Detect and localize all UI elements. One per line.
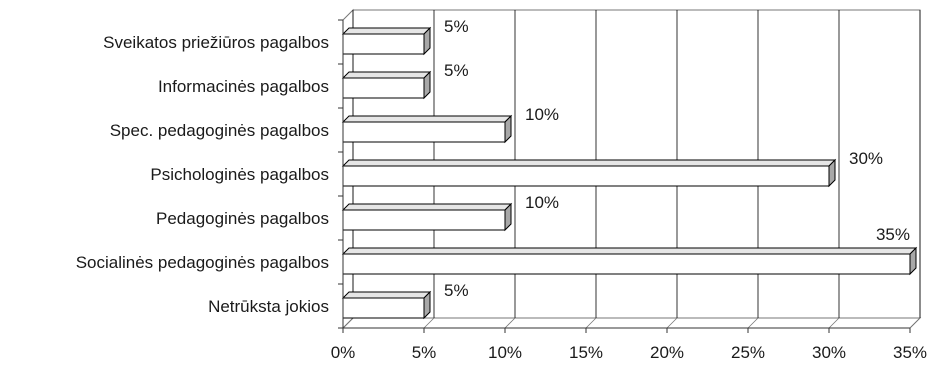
- x-tick-label: 35%: [893, 343, 927, 362]
- data-labels: 5% 35% 10% 30% 10% 5% 5%: [444, 17, 910, 300]
- bar-front-face: [342, 77, 425, 99]
- bar-front-face: [342, 253, 911, 275]
- x-axis-ticks: 0% 5% 10% 15% 20% 25% 30% 35%: [331, 19, 927, 362]
- bar: [341, 114, 513, 144]
- x-tick-label: 0%: [331, 343, 356, 362]
- floor-gridline: [423, 317, 435, 329]
- bar-front-face: [342, 165, 830, 187]
- data-label: 10%: [525, 105, 559, 124]
- bar: [341, 26, 432, 56]
- bar: [341, 158, 837, 188]
- category-label: Spec. pedagoginės pagalbos: [110, 121, 329, 140]
- data-label: 5%: [444, 281, 469, 300]
- bar-top-face: [341, 159, 837, 167]
- category-label: Netrūksta jokios: [208, 297, 329, 316]
- bar-top-face: [341, 247, 918, 255]
- data-label: 30%: [849, 149, 883, 168]
- x-tick-label: 5%: [412, 343, 437, 362]
- bar: [341, 70, 432, 100]
- category-label: Sveikatos priežiūros pagalbos: [103, 33, 329, 52]
- bar: [341, 246, 918, 276]
- data-label: 35%: [876, 225, 910, 244]
- category-labels: Netrūksta jokios Socialinės pedagoginės p…: [76, 33, 329, 316]
- bar-top-face: [341, 115, 513, 123]
- x-tick-label: 25%: [731, 343, 765, 362]
- category-label: Informacinės pagalbos: [158, 77, 329, 96]
- x-tick-label: 15%: [569, 343, 603, 362]
- bar-front-face: [342, 33, 425, 55]
- bars-group: [341, 26, 918, 320]
- category-label: Psichologinės pagalbos: [150, 165, 329, 184]
- x-tick-label: 20%: [650, 343, 684, 362]
- bar-front-face: [342, 209, 506, 231]
- category-label: Socialinės pedagoginės pagalbos: [76, 253, 329, 272]
- data-label: 5%: [444, 17, 469, 36]
- floor-gridline: [747, 317, 759, 329]
- data-label: 10%: [525, 193, 559, 212]
- data-label: 5%: [444, 61, 469, 80]
- floor-gridline: [666, 317, 678, 329]
- floor-gridline: [504, 317, 516, 329]
- bar: [341, 290, 432, 320]
- floor-gridline: [828, 317, 840, 329]
- bar-top-face: [341, 27, 432, 35]
- floor-gridline: [909, 317, 921, 329]
- x-tick-label: 10%: [488, 343, 522, 362]
- floor-gridline: [585, 317, 597, 329]
- bar-top-face: [341, 203, 513, 211]
- bar-front-face: [342, 297, 425, 319]
- x-tick-label: 30%: [812, 343, 846, 362]
- bar-front-face: [342, 121, 506, 143]
- floor-gridline: [342, 317, 354, 329]
- category-label: Pedagoginės pagalbos: [156, 209, 329, 228]
- bar-top-face: [341, 71, 432, 79]
- bar: [341, 202, 513, 232]
- bar-top-face: [341, 291, 432, 299]
